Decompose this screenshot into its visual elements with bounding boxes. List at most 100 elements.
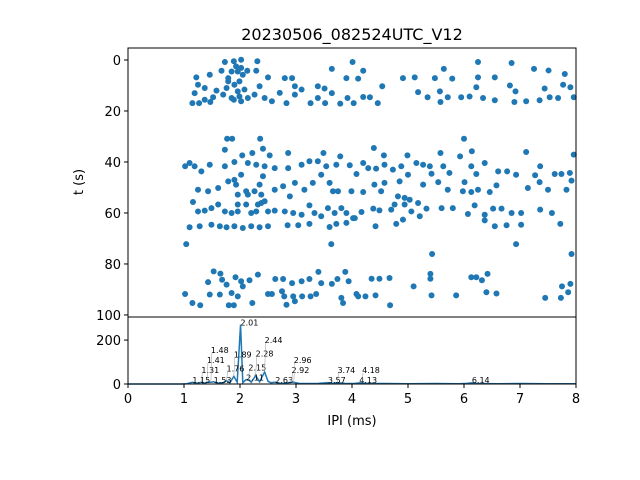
y-tick-label: 60 [104, 207, 121, 222]
scatter-point [411, 74, 418, 81]
scatter-point [271, 207, 278, 214]
scatter-point [537, 163, 544, 170]
peak-label: 2.96 [294, 356, 312, 365]
scatter-point [512, 88, 519, 95]
scatter-point [225, 178, 232, 185]
peak-label-leader [206, 362, 209, 383]
scatter-point [368, 275, 375, 282]
scatter-point [315, 268, 322, 275]
scatter-point [498, 205, 505, 212]
scatter-point [229, 135, 236, 142]
scatter-point [388, 206, 395, 213]
peak-label-leader [291, 372, 293, 383]
scatter-point [221, 146, 228, 153]
y-tick-label: 200 [96, 334, 121, 349]
scatter-point [406, 196, 413, 203]
scatter-point [545, 67, 552, 74]
scatter-point [215, 184, 222, 191]
scatter-point [491, 74, 498, 81]
scatter-point [338, 205, 345, 212]
peak-label: 2.63 [275, 376, 293, 385]
scatter-point [396, 178, 403, 185]
scatter-point [307, 293, 314, 300]
scatter-point [195, 186, 201, 193]
scatter-point [291, 298, 298, 305]
scatter-point [355, 75, 362, 82]
scatter-point [416, 213, 423, 220]
peak-label-leader [248, 370, 250, 380]
scatter-point [261, 163, 268, 170]
scatter-point [238, 64, 245, 71]
scatter-point [261, 94, 268, 101]
scatter-point [251, 91, 258, 98]
scatter-point [399, 75, 406, 82]
scatter-point [328, 90, 335, 97]
scatter-point [234, 208, 241, 215]
scatter-point [195, 81, 201, 88]
scatter-point [223, 281, 230, 288]
scatter-point [298, 161, 305, 168]
scatter-point [508, 60, 515, 67]
scatter-point [326, 179, 333, 186]
scatter-point [436, 88, 443, 95]
scatter-point [230, 96, 237, 103]
scatter-point [386, 274, 393, 281]
scatter-point [437, 99, 444, 106]
scatter-point [306, 276, 313, 283]
scatter-point [206, 161, 213, 168]
scatter-point [401, 194, 408, 201]
scatter-point [333, 220, 340, 227]
scatter-point [238, 98, 245, 105]
scatter-point [393, 220, 400, 227]
scatter-point [217, 270, 224, 277]
scatter-point [366, 94, 373, 101]
scatter-point [261, 198, 268, 205]
scatter-point [426, 163, 433, 170]
scatter-point [428, 170, 435, 177]
scatter-point [493, 182, 500, 189]
y-tick-label: 0 [113, 378, 121, 393]
scatter-point [314, 83, 321, 90]
scatter-point [205, 279, 212, 286]
y-tick-label: 80 [104, 258, 121, 273]
scatter-point [513, 241, 520, 248]
scatter-point [518, 209, 525, 216]
scatter-point [328, 241, 335, 248]
scatter-point [371, 181, 378, 188]
top-y-ticks: 0 20 40 60 80 100 [96, 54, 128, 324]
peak-label-leader [210, 352, 213, 383]
scatter-point [238, 171, 245, 178]
scatter-point [248, 223, 255, 230]
scatter-point [328, 280, 335, 287]
scatter-point [208, 221, 215, 228]
scatter-point [343, 209, 350, 216]
scatter-point [458, 94, 465, 101]
scatter-point [376, 275, 383, 282]
scatter-point [481, 211, 488, 218]
scatter-point [331, 209, 338, 216]
scatter-point [503, 222, 510, 229]
scatter-point [449, 205, 456, 212]
scatter-point [490, 205, 497, 212]
scatter-point [290, 209, 297, 216]
scatter-point [524, 184, 531, 191]
scatter-point [483, 289, 490, 296]
peak-label: 4.13 [359, 376, 377, 385]
scatter-point [248, 209, 255, 216]
scatter-point [480, 94, 487, 101]
scatter-point [358, 208, 365, 215]
scatter-point [360, 159, 367, 166]
x-tick-label: 1 [180, 392, 188, 407]
scatter-point [318, 213, 325, 220]
scatter-point [213, 87, 220, 94]
scatter-point [298, 278, 305, 285]
scatter-point [281, 208, 288, 215]
scatter-point [205, 188, 212, 195]
scatter-point [513, 171, 520, 178]
scatter-point [253, 161, 260, 168]
scatter-point [343, 75, 350, 82]
y-axis-label: t (s) [72, 169, 87, 195]
scatter-point [378, 188, 385, 195]
scatter-point [468, 148, 475, 155]
scatter-point [280, 183, 287, 190]
